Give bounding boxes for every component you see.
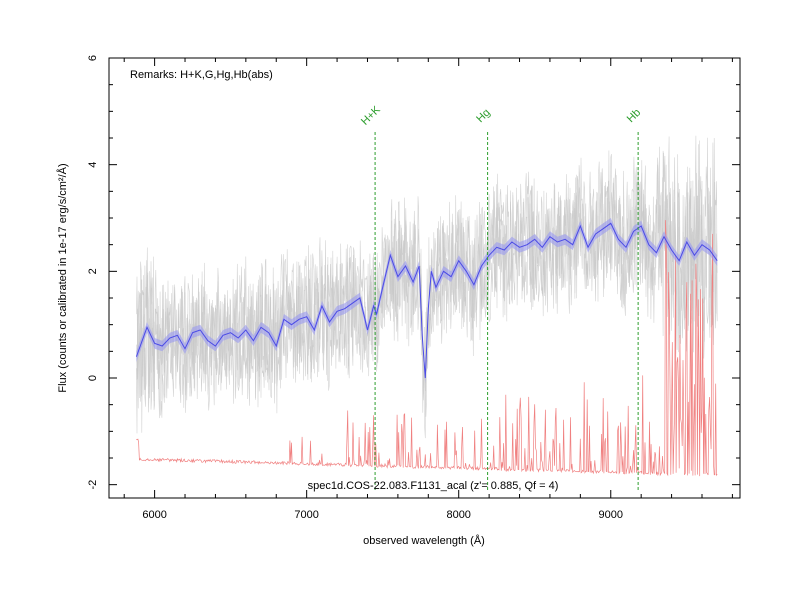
smoothed-spectrum-layer <box>135 222 718 379</box>
x-axis-label: observed wavelength (Å) <box>363 534 485 547</box>
raw-spectrum-trace <box>136 135 718 439</box>
line-marker-label: H+K <box>359 103 383 127</box>
raw-spectrum-layer <box>136 135 718 439</box>
y-tick-label: -2 <box>87 480 99 490</box>
line-marker-label: Hb <box>625 107 643 125</box>
y-tick-label: 4 <box>87 162 99 168</box>
noise-spectrum-trace <box>136 220 718 477</box>
smoothed-spectrum-line <box>135 222 718 379</box>
plot-frame <box>108 57 741 499</box>
y-tick-label: 6 <box>87 55 99 61</box>
x-tick-label: 9000 <box>599 509 623 521</box>
x-tick-label: 6000 <box>142 509 166 521</box>
y-tick-label: 2 <box>87 268 99 274</box>
x-tick-label: 7000 <box>294 509 318 521</box>
spectrum-caption: spec1d.COS-22.083.F1131_acal (z'= 0.885,… <box>308 480 559 492</box>
axis-ticks: 6000 7000 8000 9000 -2 0 2 4 6 <box>87 55 740 521</box>
remarks-annotation: Remarks: H+K,G,Hg,Hb(abs) <box>130 69 273 81</box>
y-tick-label: 0 <box>87 375 99 381</box>
line-marker-label: Hg <box>474 107 492 125</box>
noise-spectrum-layer <box>136 220 718 477</box>
y-axis-label: Flux (counts or calibrated in 1e-17 erg/… <box>56 163 69 392</box>
x-tick-label: 8000 <box>446 509 470 521</box>
